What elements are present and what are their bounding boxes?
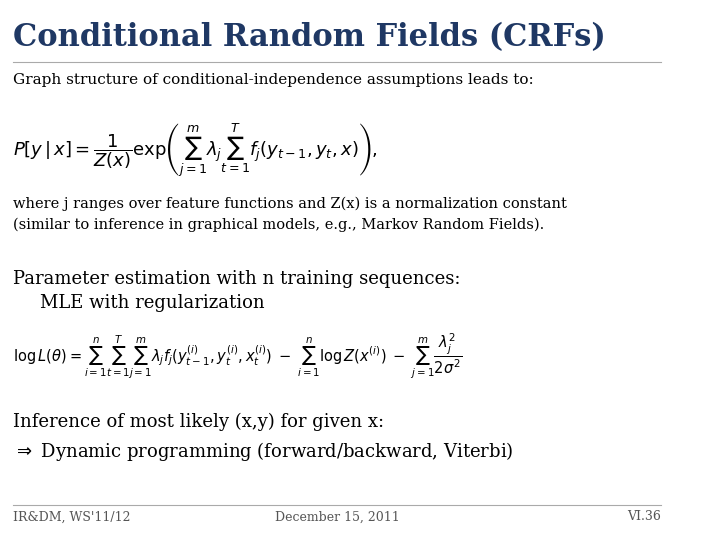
Text: $P[y\,|\,x] = \dfrac{1}{Z(x)}\exp\!\left(\sum_{j=1}^{m} \lambda_j \sum_{t=1}^{T}: $P[y\,|\,x] = \dfrac{1}{Z(x)}\exp\!\left… bbox=[14, 122, 378, 179]
Text: Inference of most likely (x,y) for given x:: Inference of most likely (x,y) for given… bbox=[14, 413, 384, 431]
Text: Parameter estimation with n training sequences:: Parameter estimation with n training seq… bbox=[14, 270, 461, 288]
Text: December 15, 2011: December 15, 2011 bbox=[274, 510, 400, 523]
Text: IR&DM, WS'11/12: IR&DM, WS'11/12 bbox=[14, 510, 131, 523]
Text: Graph structure of conditional-independence assumptions leads to:: Graph structure of conditional-independe… bbox=[14, 73, 534, 87]
Text: Conditional Random Fields (CRFs): Conditional Random Fields (CRFs) bbox=[14, 22, 606, 52]
Text: $\log L(\theta) = \sum_{i=1}^{n}\sum_{t=1}^{T}\sum_{j=1}^{m} \lambda_j f_j(y_{t-: $\log L(\theta) = \sum_{i=1}^{n}\sum_{t=… bbox=[14, 332, 462, 381]
Text: MLE with regularization: MLE with regularization bbox=[40, 294, 265, 312]
Text: where j ranges over feature functions and Z(x) is a normalization constant
(simi: where j ranges over feature functions an… bbox=[14, 197, 567, 232]
Text: $\Rightarrow$ Dynamic programming (forward/backward, Viterbi): $\Rightarrow$ Dynamic programming (forwa… bbox=[14, 440, 514, 463]
Text: VI.36: VI.36 bbox=[626, 510, 661, 523]
